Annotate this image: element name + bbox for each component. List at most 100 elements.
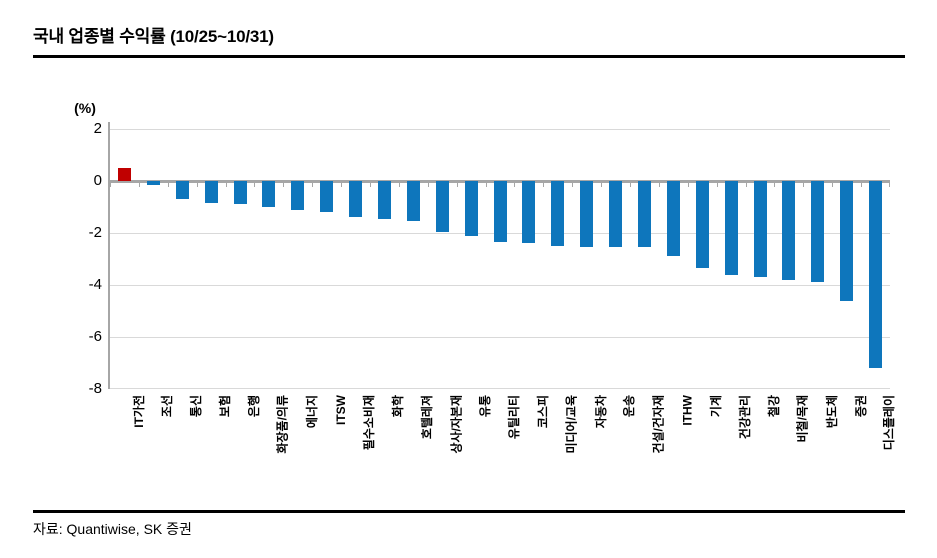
x-axis-tick	[283, 181, 284, 187]
bar-미디어/교육	[551, 181, 565, 246]
x-axis-label: 증권	[832, 393, 868, 511]
plot-area: (%) 2 0 -2 -4 -6 -8	[74, 100, 890, 397]
bar-철강	[753, 181, 767, 278]
gridline	[110, 388, 890, 389]
x-axis-label: 통신	[168, 393, 203, 511]
x-axis-tick	[514, 181, 515, 187]
x-axis-tick	[803, 181, 804, 187]
x-axis-tick	[399, 181, 400, 187]
bar-보험	[204, 181, 218, 204]
x-axis-label: 반도체	[803, 393, 839, 511]
bar-코스피	[522, 181, 536, 244]
bar-반도체	[811, 181, 825, 283]
gridline	[110, 129, 890, 130]
x-axis-label: 보험	[197, 393, 232, 511]
x-axis-label: 건강관리	[717, 393, 752, 511]
x-axis-label: 유틸리티	[486, 393, 521, 511]
bar-상사/자본재	[435, 181, 449, 232]
bar-은행	[233, 181, 247, 205]
x-axis-tick	[572, 181, 573, 187]
x-axis-tick	[889, 181, 890, 187]
x-axis-tick	[254, 181, 255, 187]
x-axis-label: 자동차	[572, 393, 608, 511]
x-axis-label: ITSW	[312, 393, 348, 511]
bar-화학	[377, 181, 391, 219]
gridline	[110, 285, 890, 286]
x-axis-label: 필수소비재	[341, 393, 377, 511]
x-axis-label: 미디어/교육	[543, 393, 579, 511]
x-axis-tick	[486, 181, 487, 187]
y-axis-tick-label: -6	[88, 328, 102, 345]
x-axis-label: 디스플레이	[861, 393, 897, 511]
bar-IT가전	[117, 168, 131, 181]
x-axis-label: 운송	[601, 393, 637, 511]
bar-비철/목재	[782, 181, 796, 280]
x-axis-tick	[746, 181, 747, 187]
gridline	[110, 337, 890, 338]
x-axis-label: 화장품/의류	[254, 393, 290, 511]
x-axis-label: 화학	[370, 393, 405, 511]
x-axis-tick	[659, 181, 660, 187]
x-axis-label: 상사/자본재	[428, 393, 463, 511]
x-axis-tick	[312, 181, 313, 187]
y-axis-unit-label: (%)	[74, 100, 96, 116]
bar-ITHW	[666, 181, 680, 257]
bar-화장품/의류	[262, 181, 276, 207]
x-axis-tick	[601, 181, 602, 187]
bar-유통	[464, 181, 478, 236]
bar-자동차	[580, 181, 594, 248]
x-axis-label: 기계	[688, 393, 723, 511]
x-axis-label: 유통	[457, 393, 492, 511]
bar-조선	[146, 181, 160, 185]
x-axis-label: 철강	[746, 393, 781, 511]
bar-통신	[175, 181, 189, 200]
x-axis-label: 비철/목재	[774, 393, 810, 511]
x-axis-tick	[139, 181, 140, 187]
y-axis-tick-label: -2	[88, 224, 102, 241]
x-axis-label: 은행	[226, 393, 261, 511]
x-axis-tick	[630, 181, 631, 187]
bar-건설/건자재	[637, 181, 651, 248]
bar-기계	[695, 181, 709, 269]
x-axis-tick	[543, 181, 544, 187]
bar-필수소비재	[349, 181, 363, 218]
y-axis-tick-label: 0	[93, 172, 102, 189]
bar-증권	[840, 181, 854, 301]
x-axis-tick	[226, 181, 227, 187]
x-axis-tick	[774, 181, 775, 187]
x-axis-tick	[717, 181, 718, 187]
x-axis-tick	[861, 181, 862, 187]
x-axis-label: 호텔레져	[399, 393, 434, 511]
source-note: 자료: Quantiwise, SK 증권	[33, 521, 192, 537]
x-axis-label: ITHW	[659, 393, 694, 511]
x-axis-label: 코스피	[514, 393, 550, 511]
y-axis-line	[108, 122, 110, 389]
x-axis-tick	[110, 181, 111, 187]
page-title: 국내 업종별 수익률 (10/25~10/31)	[33, 27, 274, 46]
x-axis-tick	[428, 181, 429, 187]
x-axis-label: IT가전	[110, 393, 145, 511]
x-axis-label: 조선	[139, 393, 174, 511]
x-axis-tick	[688, 181, 689, 187]
x-axis-tick	[370, 181, 371, 187]
y-axis-tick-label: -4	[88, 276, 102, 293]
y-axis-tick-label: 2	[93, 120, 102, 137]
footer-divider	[33, 510, 905, 513]
bar-ITSW	[320, 181, 334, 213]
bar-에너지	[291, 181, 305, 210]
x-axis-label: 건설/건자재	[630, 393, 665, 511]
x-axis-tick	[197, 181, 198, 187]
bar-운송	[609, 181, 623, 248]
bar-디스플레이	[869, 181, 883, 369]
x-axis-labels: IT가전 조선 통신 보험 은행 화장품/의류 에너지 ITSW 필수소비재 화학 호텔레져 상사/자…	[110, 393, 897, 511]
x-axis-label: 에너지	[283, 393, 319, 511]
title-divider	[33, 55, 905, 58]
bar-호텔레져	[406, 181, 420, 222]
x-axis-tick	[457, 181, 458, 187]
y-axis-tick-label: -8	[88, 380, 102, 397]
x-axis-tick	[341, 181, 342, 187]
x-axis-label-text: 디스플레이	[882, 395, 897, 451]
x-axis-tick	[168, 181, 169, 187]
bar-유틸리티	[493, 181, 507, 243]
